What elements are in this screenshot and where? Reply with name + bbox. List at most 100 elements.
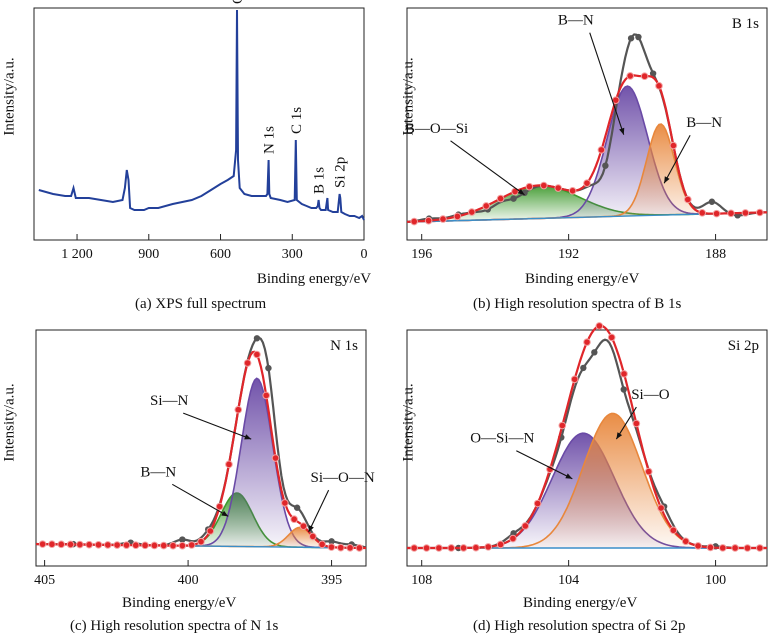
- fit-point: [718, 544, 727, 552]
- caption-c: (c) High resolution spectra of N 1s: [70, 618, 279, 634]
- component-label: B—N: [686, 115, 722, 131]
- raw-point: [620, 386, 627, 393]
- fit-point: [496, 540, 505, 549]
- fit-point: [234, 405, 243, 414]
- fit-point: [626, 72, 634, 80]
- fit-point: [597, 146, 606, 154]
- raw-point: [328, 538, 335, 545]
- raw-point: [265, 364, 272, 372]
- x-tick-label: 405: [34, 573, 55, 588]
- component-fill: [407, 124, 767, 222]
- component-label: O—Si—N: [470, 431, 534, 447]
- fit-point: [113, 541, 121, 549]
- x-tick-label: 188: [705, 247, 726, 262]
- fit-point: [482, 202, 490, 210]
- fit-point: [558, 421, 567, 430]
- arrow-head: [244, 434, 252, 440]
- fit-point: [496, 194, 505, 203]
- fit-point: [620, 370, 628, 378]
- raw-point: [293, 504, 301, 511]
- fit-point: [355, 544, 364, 552]
- arrow-head: [221, 510, 229, 517]
- component-label: Si—O: [631, 387, 670, 403]
- fit-point: [290, 515, 298, 524]
- component-fill: [36, 378, 366, 548]
- fit-point: [309, 532, 317, 541]
- fit-point: [159, 541, 168, 550]
- peak-label: C 1s: [289, 107, 305, 134]
- fit-point: [727, 209, 735, 218]
- fit-point: [262, 391, 271, 400]
- fit-point: [48, 540, 56, 549]
- plot-frame: [35, 329, 367, 567]
- fit-point: [712, 209, 721, 218]
- x-tick-label: 0: [361, 247, 368, 262]
- component-label: B—O—Si: [405, 121, 468, 137]
- component-line: [35, 377, 366, 549]
- chart-c: 405 400 395 N 1s Si—N B—N Si—O—N: [34, 329, 375, 588]
- arrow-head: [664, 176, 670, 184]
- chart-b: 196 192 188 B 1s B—O—Si B—N B—N: [405, 7, 768, 262]
- peak-label: B 1s: [312, 167, 328, 194]
- component-label: B—N: [558, 13, 594, 29]
- fit-point: [540, 181, 548, 190]
- fit-point: [521, 522, 530, 530]
- fit-point: [66, 540, 75, 549]
- x-tick-label: 192: [558, 247, 579, 262]
- component-fill: [36, 527, 366, 548]
- fit-point: [509, 534, 517, 543]
- plot-frame: [406, 7, 768, 241]
- fit-point: [472, 543, 480, 552]
- panel-b: Intensity/a.u. 196 192 188 B 1s B—O—Si B—N B—N…: [385, 0, 769, 320]
- fit-point: [525, 182, 534, 191]
- x-tick-label: 1 200: [61, 247, 93, 262]
- fit-point: [104, 541, 112, 549]
- raw-point: [580, 364, 587, 372]
- label-arrow: [589, 32, 625, 135]
- fit-point: [336, 543, 345, 552]
- x-tick-label: 900: [138, 247, 159, 262]
- fit-point: [206, 527, 215, 535]
- fit-point: [435, 544, 443, 552]
- x-tick-label: 300: [282, 247, 303, 262]
- fit-point: [453, 212, 462, 221]
- fit-point: [669, 526, 678, 535]
- panel-title: N 1s: [330, 338, 358, 354]
- fit-point: [141, 541, 149, 550]
- fit-point: [197, 537, 205, 546]
- panel-a: Intensity/a.u. 1 2009006003000O 1sN 1sC …: [0, 0, 384, 320]
- fit-point: [731, 544, 739, 552]
- fit-line: [35, 350, 366, 550]
- fit-point: [410, 217, 419, 226]
- peak-label: N 1s: [262, 126, 278, 154]
- fit-point: [243, 359, 252, 367]
- label-arrow: [663, 134, 691, 184]
- arrow-head: [308, 525, 314, 533]
- caption-a: (a) XPS full spectrum: [135, 296, 267, 312]
- fit-point: [281, 499, 289, 507]
- plot-frame: [33, 7, 365, 241]
- raw-point: [591, 349, 598, 356]
- raw-point: [602, 162, 609, 169]
- fit-point: [122, 541, 131, 549]
- fit-point: [422, 544, 431, 552]
- fit-point: [583, 338, 591, 346]
- fit-point: [468, 208, 476, 216]
- fit-point: [150, 541, 159, 550]
- xlabel-c: Binding energy/eV: [122, 595, 237, 611]
- fit-point: [554, 184, 562, 192]
- fit-point: [38, 540, 47, 548]
- fit-point: [694, 542, 702, 550]
- fit-point: [169, 541, 177, 550]
- panel-d: Intensity/a.u. 108 104 100 Si 2p Si—O O—Si—N …: [385, 322, 769, 640]
- panel-c: Intensity/a.u. 405 400 395 N 1s Si—N B—N Si—O—…: [0, 322, 384, 640]
- fit-point: [657, 504, 665, 512]
- arrow-head: [616, 432, 623, 440]
- fit-point: [568, 186, 577, 195]
- fit-point: [215, 502, 224, 511]
- label-arrow: [171, 483, 229, 517]
- fit-point: [595, 322, 604, 330]
- fit-point: [741, 209, 750, 217]
- raw-point: [627, 35, 635, 42]
- arrow-head: [619, 127, 625, 135]
